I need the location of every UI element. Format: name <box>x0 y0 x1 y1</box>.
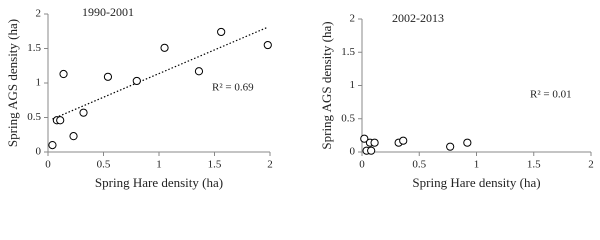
y-tick-label: 0.5 <box>27 111 41 123</box>
annotation: R² = 0.69 <box>212 82 254 94</box>
chart-title: 1990-2001 <box>82 5 134 19</box>
y-tick-label: 2 <box>350 13 356 25</box>
point <box>367 146 376 155</box>
point <box>263 40 272 50</box>
y-tick-label: 1.5 <box>341 46 355 58</box>
point <box>48 141 57 150</box>
point <box>79 108 88 117</box>
point <box>463 138 472 147</box>
x-tick-label: 1 <box>156 159 162 171</box>
point <box>446 142 455 151</box>
y-tick-label: 0 <box>36 146 42 158</box>
y-tick-label: 1.5 <box>27 42 41 54</box>
y-tick-label: 2 <box>36 8 42 20</box>
y-axis-label: Spring AGS density (ha) <box>319 21 334 149</box>
trendline <box>52 26 269 120</box>
point <box>399 136 408 145</box>
point <box>370 138 379 147</box>
y-axis-label: Spring AGS density (ha) <box>5 19 20 147</box>
x-tick-label: 1 <box>474 159 480 171</box>
x-tick-label: 0 <box>359 159 365 171</box>
chart-title: 2002-2013 <box>392 11 444 25</box>
figure: 0 0.5 1 1.5 2 0 0.5 1 1.5 2 Spring Hare density (h… <box>5 5 594 190</box>
annotation: R² = 0.01 <box>530 89 572 101</box>
y-tick-label: 0 <box>350 146 356 158</box>
point <box>194 67 204 76</box>
point <box>59 69 68 79</box>
point <box>103 72 113 81</box>
y-tick-label: 0.5 <box>341 112 355 124</box>
point <box>160 43 169 52</box>
x-tick-label: 0.5 <box>412 159 426 171</box>
y-tick-label: 1 <box>36 77 42 89</box>
x-tick-label: 0 <box>45 159 51 171</box>
x-tick-label: 2 <box>588 159 594 171</box>
point <box>69 132 78 141</box>
point <box>132 76 141 86</box>
x-axis-label: Spring Hare density (ha) <box>412 175 540 190</box>
x-tick-label: 0.5 <box>97 159 111 171</box>
point <box>217 27 226 37</box>
x-tick-label: 2 <box>267 159 273 171</box>
x-axis-label: Spring Hare density (ha) <box>95 175 223 190</box>
x-tick-label: 1.5 <box>208 159 222 171</box>
point <box>360 134 369 143</box>
y-tick-label: 1 <box>350 79 356 91</box>
point <box>56 116 65 125</box>
x-tick-label: 1.5 <box>527 159 541 171</box>
